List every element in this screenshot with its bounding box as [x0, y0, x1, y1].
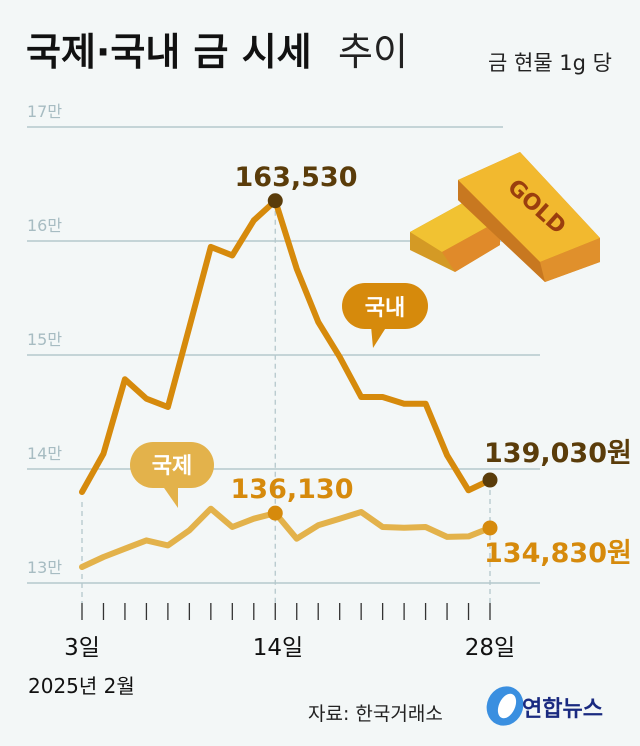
unit-label: 금 현물 1g 당 — [488, 51, 612, 75]
x-tick-label: 3일 — [64, 635, 100, 661]
y-tick-label: 13만 — [27, 558, 62, 577]
legend-bubble-international: 국제 — [130, 442, 214, 508]
domestic-point — [482, 472, 498, 488]
international-point — [267, 505, 283, 521]
series-lines — [79, 193, 498, 570]
chart-title-bold: 국제·국내 금 시세 — [26, 30, 312, 74]
logo-text: 연합뉴스 — [522, 696, 603, 722]
international-last-label: 134,830원 — [484, 538, 632, 569]
y-tick-label: 17만 — [27, 102, 62, 121]
x-axis-label: 2025년 2월 — [28, 674, 135, 698]
x-tick-label: 28일 — [465, 635, 515, 661]
legend-label-domestic: 국내 — [365, 296, 405, 321]
chart-title-light: 추이 — [338, 30, 408, 74]
international-point — [482, 520, 498, 536]
y-tick-label: 14만 — [27, 444, 62, 463]
international-peak-label: 136,130 — [231, 474, 354, 505]
domestic-last-label: 139,030원 — [484, 438, 632, 469]
domestic-point — [267, 193, 283, 209]
domestic-peak-label: 163,530 — [235, 162, 358, 193]
gold-bars-icon: GOLD — [410, 152, 600, 282]
x-axis-ticks — [81, 603, 491, 620]
domestic-line — [79, 197, 493, 495]
y-tick-label: 16만 — [27, 216, 62, 235]
legend-label-international: 국제 — [152, 454, 192, 479]
source-label: 자료: 한국거래소 — [308, 703, 443, 725]
international-line — [79, 505, 493, 570]
yonhap-logo: 연합뉴스 — [486, 686, 603, 726]
x-tick-label: 14일 — [253, 635, 303, 661]
y-axis-labels: 13만 14만 15만 16만 17만 — [27, 102, 62, 577]
legend-bubble-domestic: 국내 — [342, 283, 428, 348]
vertical-guides — [81, 210, 491, 603]
y-tick-label: 15만 — [27, 330, 62, 349]
annotations: 163,530 139,030원 136,130 134,830원 — [231, 162, 632, 569]
